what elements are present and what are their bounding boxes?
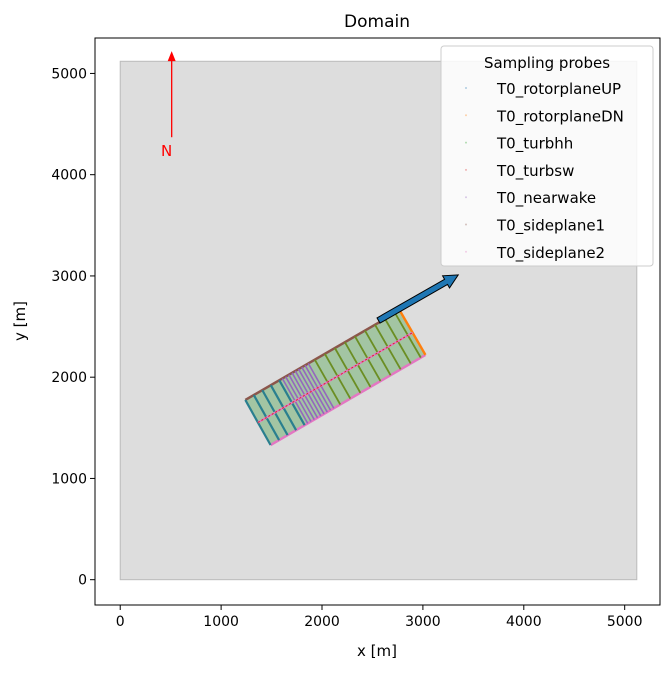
legend-marker <box>465 141 467 144</box>
legend-entries: T0_rotorplaneUP T0_rotorplaneDN T0_turbhh T… <box>465 80 624 263</box>
north-label: N <box>161 142 172 160</box>
legend-marker <box>465 223 467 226</box>
legend-entry-label: T0_sideplane1 <box>496 217 605 236</box>
y-tick-label: 5000 <box>51 66 87 82</box>
legend-entry-label: T0_sideplane2 <box>496 244 605 263</box>
turbsw-centerline-dots <box>257 332 413 423</box>
legend-entry-label: T0_nearwake <box>496 189 596 208</box>
x-tick-label: 4000 <box>506 614 542 630</box>
legend-marker <box>465 196 467 199</box>
x-tick-label: 0 <box>116 614 125 630</box>
legend-box <box>440 45 654 267</box>
legend-title: Sampling probes <box>484 54 610 72</box>
legend-marker <box>465 168 467 171</box>
x-axis-label: x [m] <box>357 642 397 660</box>
wind-direction-arrow <box>376 274 460 324</box>
sideplane1-line <box>244 309 401 402</box>
legend-entry-label: T0_rotorplaneUP <box>496 80 621 99</box>
y-tick-label: 1000 <box>51 471 87 487</box>
north-arrow-head <box>167 51 176 62</box>
x-tick-label: 2000 <box>304 614 340 630</box>
legend-entry-label: T0_turbsw <box>496 162 574 181</box>
legend: Sampling probes T0_rotorplaneUPT0_rotorp… <box>440 45 654 267</box>
legend-entry-label: T0_turbhh <box>496 135 573 154</box>
x-tick-label: 3000 <box>405 614 441 630</box>
legend-marker <box>465 87 467 89</box>
y-tick-label: 3000 <box>51 269 87 285</box>
y-axis: 0 1000 2000 3000 4000 5000 <box>51 66 95 589</box>
y-tick-label: 0 <box>78 573 87 589</box>
x-tick-label: 1000 <box>203 614 239 630</box>
y-tick-label: 4000 <box>51 168 87 184</box>
x-axis: 0 1000 2000 3000 4000 5000 <box>116 605 643 630</box>
legend-marker <box>465 250 467 253</box>
x-tick-label: 5000 <box>607 614 643 630</box>
y-tick-label: 2000 <box>51 370 87 386</box>
y-axis-label: y [m] <box>11 301 29 341</box>
chart-title: Domain <box>344 12 410 32</box>
legend-marker <box>465 114 467 117</box>
legend-entry-label: T0_rotorplaneDN <box>496 107 624 126</box>
axes-frame <box>94 37 661 606</box>
